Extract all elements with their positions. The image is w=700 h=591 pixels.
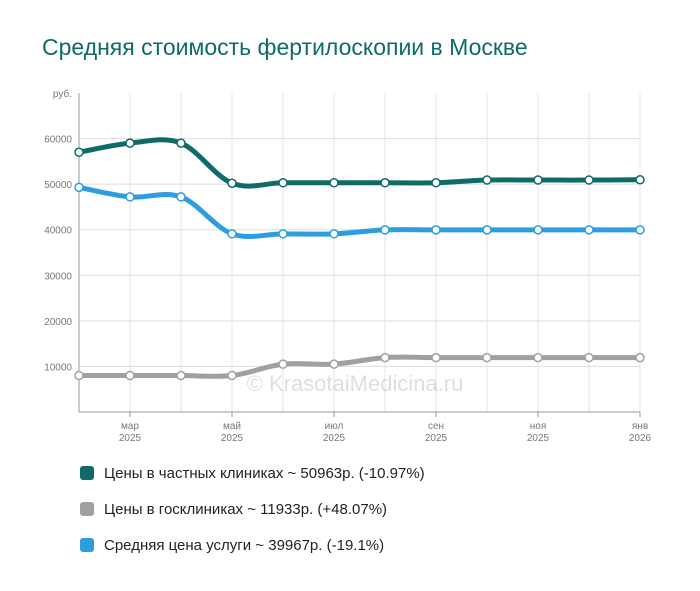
y-axis-unit: руб. (53, 88, 72, 100)
data-point (329, 178, 339, 188)
data-point (635, 225, 645, 235)
x-tick-label-year: 2025 (425, 433, 448, 444)
data-point (74, 147, 84, 157)
data-point (584, 352, 594, 363)
data-point (380, 352, 390, 363)
data-point (533, 225, 543, 235)
legend-item-public[interactable]: Цены в госклиниках ~ 11933р. (+48.07%) (80, 491, 425, 527)
data-point (278, 359, 288, 369)
legend-swatch-private (80, 466, 94, 480)
data-point (635, 175, 645, 185)
data-point (482, 225, 492, 235)
data-point (227, 178, 237, 188)
x-tick-label-year: 2026 (629, 433, 652, 444)
y-tick-label: 60000 (44, 135, 72, 146)
chart-title: Средняя стоимость фертилоскопии в Москве (42, 34, 528, 60)
legend-label-public: Цены в госклиниках ~ 11933р. (+48.07%) (104, 500, 388, 518)
series-line (76, 137, 643, 189)
legend-swatch-public (80, 502, 94, 516)
legend-label-private: Цены в частных клиниках ~ 50963р. (-10.9… (104, 464, 425, 482)
data-point (278, 229, 288, 239)
data-point (482, 352, 492, 363)
data-point (431, 178, 441, 188)
y-tick-label: 20000 (44, 317, 72, 328)
x-tick-label-year: 2025 (221, 433, 244, 444)
data-point (635, 352, 645, 363)
legend-swatch-average (80, 538, 94, 552)
legend-item-average[interactable]: Средняя цена услуги ~ 39967р. (-19.1%) (80, 527, 425, 563)
data-point (584, 175, 594, 185)
data-point (380, 225, 390, 235)
y-tick-label: 30000 (44, 271, 72, 282)
data-point (533, 352, 543, 363)
data-point (74, 370, 84, 381)
data-point (227, 229, 237, 239)
x-tick-label-month: янв (632, 421, 648, 432)
data-point (74, 182, 84, 193)
x-tick-label-year: 2025 (119, 433, 142, 444)
y-tick-label: 10000 (44, 362, 72, 373)
data-point (176, 192, 186, 202)
data-point (380, 178, 390, 188)
data-point (329, 229, 339, 239)
x-tick-label-month: май (223, 421, 241, 432)
legend-item-private[interactable]: Цены в частных клиниках ~ 50963р. (-10.9… (80, 455, 425, 491)
data-point (176, 370, 186, 381)
data-point (176, 138, 186, 148)
x-tick-label-month: мар (121, 421, 139, 432)
data-point (278, 178, 288, 188)
data-point (431, 225, 441, 235)
x-tick-label-month: ноя (530, 421, 547, 432)
data-point (584, 225, 594, 235)
data-point (482, 175, 492, 185)
data-point (125, 138, 135, 148)
watermark: © KrasotaiMedicina.ru (247, 371, 464, 396)
x-tick-label-month: июл (325, 421, 344, 432)
data-point (533, 175, 543, 185)
legend-label-average: Средняя цена услуги ~ 39967р. (-19.1%) (104, 536, 385, 554)
data-point (227, 370, 237, 381)
x-tick-label-year: 2025 (527, 433, 550, 444)
data-point (329, 359, 339, 369)
y-tick-label: 40000 (44, 226, 72, 237)
series-line (76, 184, 643, 240)
y-tick-label: 50000 (44, 180, 72, 191)
legend: Цены в частных клиниках ~ 50963р. (-10.9… (80, 455, 425, 563)
line-chart: 100002000030000400005000060000руб.мар202… (44, 88, 652, 444)
data-point (125, 370, 135, 381)
x-tick-label-year: 2025 (323, 433, 346, 444)
data-point (125, 192, 135, 202)
x-tick-label-month: сен (428, 421, 444, 432)
data-point (431, 352, 441, 363)
